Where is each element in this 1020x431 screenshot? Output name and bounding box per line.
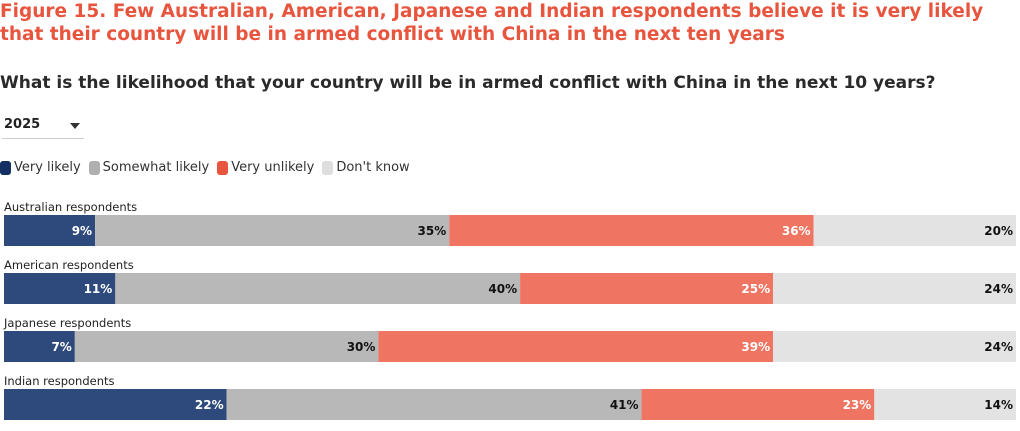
legend-item-very-unlikely[interactable]: Very unlikely <box>217 160 314 175</box>
data-label-very-unlikely-japanese-respondents: 39% <box>741 340 770 354</box>
bar-very-unlikely-australian-respondents[interactable] <box>449 215 814 246</box>
bar-very-unlikely-indian-respondents[interactable] <box>641 389 875 420</box>
bar-don-t-know-japanese-respondents[interactable] <box>773 331 1016 362</box>
legend-label-very-likely: Very likely <box>14 160 81 175</box>
bar-very-likely-australian-respondents[interactable] <box>4 215 96 246</box>
stacked-bar-chart: Australian respondents 9% 35% 36% 20% America… <box>3 200 1016 420</box>
legend-item-dont-know[interactable]: Don't know <box>322 160 410 175</box>
legend-swatch-dont-know <box>322 160 334 175</box>
category-label-indian-respondents: Indian respondents <box>4 374 115 388</box>
data-label-somewhat-likely-american-respondents: 40% <box>488 282 517 296</box>
data-label-somewhat-likely-indian-respondents: 41% <box>610 398 639 412</box>
bar-somewhat-likely-australian-respondents[interactable] <box>95 215 450 246</box>
data-label-don-t-know-australian-respondents: 20% <box>984 224 1013 238</box>
data-label-somewhat-likely-australian-respondents: 35% <box>418 224 447 238</box>
category-label-australian-respondents: Australian respondents <box>4 200 137 214</box>
legend-label-somewhat-likely: Somewhat likely <box>102 160 210 175</box>
data-label-very-likely-japanese-respondents: 7% <box>51 340 71 354</box>
data-label-somewhat-likely-japanese-respondents: 30% <box>347 340 376 354</box>
bar-very-likely-indian-respondents[interactable] <box>4 389 227 420</box>
category-label-japanese-respondents: Japanese respondents <box>3 316 131 330</box>
data-label-don-t-know-american-respondents: 24% <box>984 282 1013 296</box>
bar-very-likely-american-respondents[interactable] <box>4 273 116 304</box>
data-label-very-likely-indian-respondents: 22% <box>195 398 224 412</box>
category-label-american-respondents: American respondents <box>4 258 134 272</box>
data-label-very-unlikely-indian-respondents: 23% <box>843 398 872 412</box>
legend-item-very-likely[interactable]: Very likely <box>0 160 81 175</box>
data-label-don-t-know-indian-respondents: 14% <box>984 398 1013 412</box>
bar-don-t-know-australian-respondents[interactable] <box>813 215 1016 246</box>
data-label-very-likely-australian-respondents: 9% <box>72 224 92 238</box>
data-label-don-t-know-japanese-respondents: 24% <box>984 340 1013 354</box>
legend-swatch-very-likely <box>0 160 11 175</box>
bar-somewhat-likely-american-respondents[interactable] <box>115 273 521 304</box>
legend-swatch-very-unlikely <box>217 160 229 175</box>
bar-very-likely-japanese-respondents[interactable] <box>4 331 75 362</box>
chart-title: What is the likelihood that your country… <box>0 73 936 93</box>
data-label-very-unlikely-australian-respondents: 36% <box>782 224 811 238</box>
data-label-very-likely-american-respondents: 11% <box>84 282 113 296</box>
legend-swatch-somewhat-likely <box>88 160 100 175</box>
year-dropdown-value: 2025 <box>4 117 41 132</box>
figure-title: Figure 15. Few Australian, American, Jap… <box>0 1 984 45</box>
data-label-very-unlikely-american-respondents: 25% <box>741 282 770 296</box>
year-dropdown[interactable]: 2025 <box>2 114 84 139</box>
bar-don-t-know-indian-respondents[interactable] <box>874 389 1016 420</box>
legend: Very likely Somewhat likely Very unlikel… <box>0 160 410 175</box>
bar-somewhat-likely-japanese-respondents[interactable] <box>74 331 379 362</box>
legend-label-very-unlikely: Very unlikely <box>231 160 315 175</box>
chevron-down-icon <box>70 123 80 129</box>
bar-very-unlikely-japanese-respondents[interactable] <box>378 331 774 362</box>
legend-label-dont-know: Don't know <box>336 160 410 175</box>
bar-don-t-know-american-respondents[interactable] <box>773 273 1016 304</box>
legend-item-somewhat-likely[interactable]: Somewhat likely <box>88 160 210 175</box>
bar-very-unlikely-american-respondents[interactable] <box>520 273 774 304</box>
bar-somewhat-likely-indian-respondents[interactable] <box>226 389 642 420</box>
